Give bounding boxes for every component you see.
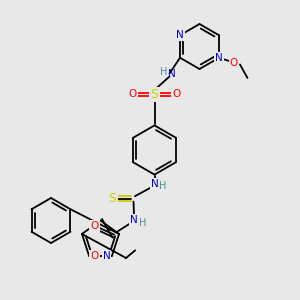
- Text: O: O: [90, 251, 99, 261]
- Text: H: H: [160, 67, 168, 77]
- Text: H: H: [159, 181, 167, 191]
- Text: O: O: [230, 58, 238, 68]
- Text: H: H: [139, 218, 146, 228]
- Text: N: N: [215, 53, 223, 63]
- Text: N: N: [176, 30, 184, 40]
- Text: O: O: [172, 89, 180, 100]
- Text: O: O: [90, 220, 99, 231]
- Text: S: S: [151, 88, 158, 101]
- Text: O: O: [129, 89, 137, 100]
- Text: S: S: [109, 192, 116, 205]
- Text: N: N: [151, 178, 158, 189]
- Text: N: N: [130, 214, 137, 225]
- Text: N: N: [103, 251, 110, 261]
- Text: N: N: [168, 69, 176, 79]
